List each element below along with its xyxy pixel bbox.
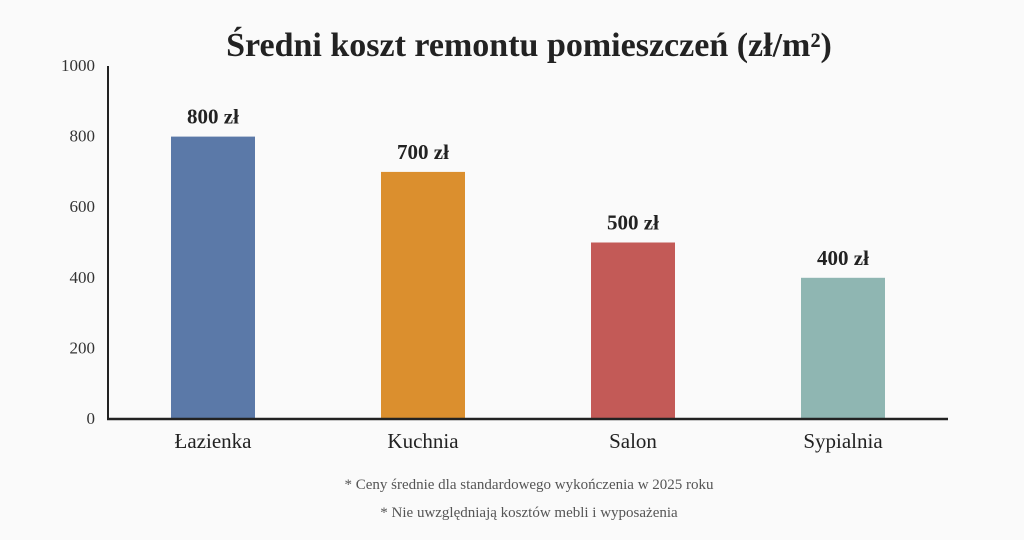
bar-salon <box>591 242 675 419</box>
x-tick-label: Łazienka <box>175 429 253 453</box>
y-tick-label: 800 <box>70 127 96 146</box>
x-tick-label: Kuchnia <box>387 429 459 453</box>
y-tick-label: 200 <box>70 338 96 357</box>
y-tick-label: 600 <box>70 197 96 216</box>
bar-data-label: 700 zł <box>397 140 449 164</box>
bar-sypialnia <box>801 277 885 419</box>
bar-data-label: 500 zł <box>607 211 659 235</box>
bar-łazienka <box>171 136 255 419</box>
footnote-1: * Ceny średnie dla standardowego wykończ… <box>344 477 714 493</box>
x-tick-label: Salon <box>609 429 657 453</box>
x-tick-label: Sypialnia <box>803 429 883 453</box>
y-axis-ticks: 0 200 400 600 800 1000 <box>61 56 95 428</box>
x-axis-ticks: Łazienka Kuchnia Salon Sypialnia <box>175 429 884 453</box>
bar-data-label: 400 zł <box>817 246 869 270</box>
footnote-2: * Nie uwzględniają kosztów mebli i wypos… <box>380 505 678 521</box>
chart-title: Średni koszt remontu pomieszczeń (zł/m²) <box>226 26 832 64</box>
y-tick-label: 400 <box>70 268 96 287</box>
bar-data-labels: 800 zł 700 zł 500 zł 400 zł <box>187 105 869 270</box>
y-tick-label: 0 <box>87 409 96 428</box>
bar-data-label: 800 zł <box>187 105 239 129</box>
bars <box>171 136 885 419</box>
y-tick-label: 1000 <box>61 56 95 75</box>
bar-kuchnia <box>381 171 465 419</box>
